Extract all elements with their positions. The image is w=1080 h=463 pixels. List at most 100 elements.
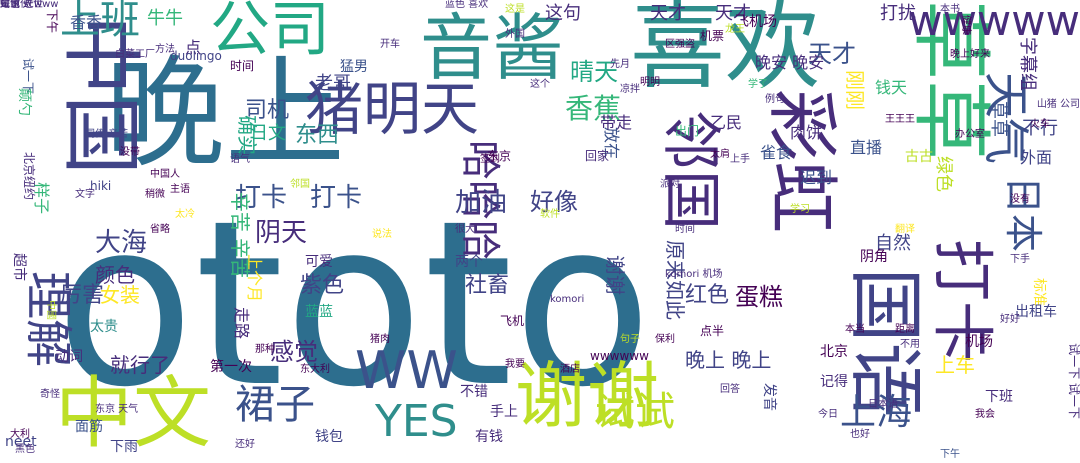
cloud-word: 日本 (1001, 175, 1046, 253)
cloud-word: 猪肉 (370, 334, 390, 345)
cloud-word: 超市 (11, 253, 27, 281)
cloud-word: 刚刚 (843, 70, 867, 110)
cloud-word: 走路 (232, 306, 252, 340)
cloud-word: 猪明天 (305, 75, 480, 143)
cloud-word: 两个 (455, 254, 483, 270)
cloud-word: 上班 (60, 0, 140, 43)
cloud-word: 开车 (380, 39, 400, 50)
cloud-word: 标准 (1031, 278, 1047, 306)
cloud-word: 例句 (765, 94, 785, 105)
cloud-word: 手上 (490, 404, 518, 420)
cloud-word: 动词 (55, 349, 83, 365)
cloud-word: 时间 (675, 224, 695, 235)
cloud-word: 雀食 (760, 143, 793, 162)
cloud-word: 发音 (761, 383, 777, 411)
cloud-word: 试一下 试一下 (1066, 343, 1080, 419)
cloud-word: 草草 (988, 101, 1009, 137)
cloud-word: 打扰 (880, 3, 916, 24)
cloud-word: 区强盗 (665, 39, 695, 50)
cloud-word: 音酱 (420, 6, 565, 90)
cloud-word: komori 机场 (665, 269, 723, 280)
cloud-word: WW (355, 341, 458, 401)
cloud-word: 那种 (255, 344, 275, 355)
cloud-word: 主语 (170, 184, 190, 195)
cloud-word: 上海 (840, 392, 913, 433)
cloud-word: 回答 (720, 384, 740, 395)
cloud-word: 说法 (372, 229, 392, 240)
cloud-word: 天才 (650, 3, 686, 24)
cloud-word: 省略 (150, 224, 170, 235)
cloud-word: 王王王 (885, 114, 915, 125)
cloud-word: 日本语 (868, 399, 898, 410)
cloud-word: 司机 (245, 98, 290, 123)
cloud-word: YES (375, 396, 458, 447)
cloud-word: 今日 (818, 409, 838, 420)
cloud-word: 没有 (1010, 194, 1030, 205)
cloud-word: 山猪 公司 (1036, 99, 1080, 110)
cloud-word: 我会 (975, 409, 995, 420)
cloud-word: 软件 (540, 209, 560, 220)
cloud-word: 酒店 (560, 364, 580, 375)
cloud-word: 谢谢 scwww (0, 0, 59, 10)
cloud-word: 猛男 (340, 59, 368, 75)
cloud-word: 学习 (790, 204, 810, 215)
cloud-word: 凉拌 (620, 84, 640, 95)
cloud-word: 翻译 (895, 224, 915, 235)
cloud-word: wwwwww (590, 349, 649, 363)
cloud-word: 自然 (875, 233, 911, 254)
cloud-word: 公司 (210, 0, 330, 65)
cloud-word: 奇怪 (40, 389, 60, 400)
cloud-word: 太肩 (710, 149, 730, 160)
cloud-word: 这个 (530, 79, 550, 90)
cloud-word: 紫色 (300, 273, 345, 298)
cloud-word: 这是 (505, 4, 525, 15)
cloud-word: 中國 (45, 300, 56, 320)
cloud-word: 稍微 (145, 189, 165, 200)
cloud-word: 外国 (505, 29, 525, 40)
cloud-word: 好好 (1000, 314, 1020, 325)
cloud-word: 虹色 (0, 0, 20, 10)
cloud-word: 有钱 (475, 429, 503, 445)
cloud-word: 派对 (660, 179, 680, 190)
cloud-word: 下雨 (110, 439, 138, 455)
cloud-word: 不行 (1022, 118, 1058, 139)
cloud-word: duolingo (170, 49, 222, 63)
cloud-word: wwwww (908, 0, 1080, 45)
cloud-word: 喜欢 (630, 0, 821, 102)
cloud-word: 字幕组 (1017, 37, 1038, 91)
cloud-word: 北京 (820, 344, 848, 360)
cloud-word: 中文 (55, 369, 212, 459)
cloud-word: 颜色 (95, 263, 135, 287)
cloud-word: 阴天 (255, 218, 308, 248)
cloud-word: 下午 (45, 8, 60, 34)
cloud-word: 好像 (530, 188, 578, 216)
cloud-word: 先月 (610, 59, 630, 70)
cloud-word: 乙民 (710, 113, 743, 132)
cloud-word: 太冷 (175, 209, 195, 220)
cloud-word: 试试 迸世 (0, 0, 44, 10)
cloud-word: 距离 (895, 324, 915, 335)
cloud-word: 太贵 (90, 319, 118, 335)
cloud-word: 晚上 晚上 (685, 348, 772, 372)
cloud-word: 红色 (685, 283, 730, 308)
cloud-word: 学了 (748, 79, 768, 90)
cloud-word: 大利 (10, 429, 30, 440)
cloud-word: 蓝蓝 (305, 304, 333, 320)
cloud-word: 蓝色 喜欢 (445, 0, 489, 10)
cloud-word: 明明 (640, 77, 660, 88)
cloud-word: 直播 (850, 138, 883, 157)
cloud-word: neet (5, 434, 37, 450)
cloud-word: 加油 (455, 188, 508, 218)
cloud-word: 下班 (985, 389, 1013, 405)
cloud-word: 不错 (460, 384, 488, 400)
cloud-word: 肉饼 (790, 123, 823, 142)
cloud-word: 出门 (675, 124, 700, 138)
cloud-word: 晚安 晚安 (755, 53, 825, 72)
cloud-word: 阴角 (860, 249, 888, 265)
cloud-word: 原来如此 (663, 240, 687, 320)
cloud-word: 东京 天气 (95, 404, 139, 415)
cloud-word: 天才 (808, 40, 856, 68)
cloud-word: 签到 (480, 154, 500, 165)
cloud-word: 方法 (155, 44, 175, 55)
